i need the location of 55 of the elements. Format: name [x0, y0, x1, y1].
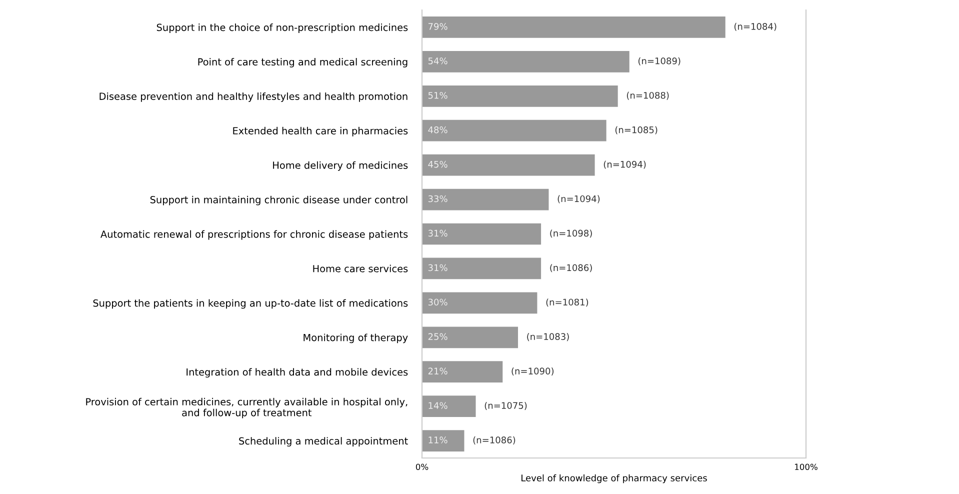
annotation: (n=1086): [550, 264, 592, 272]
data-label: 79%: [428, 23, 448, 30]
annotation: (n=1086): [473, 436, 516, 444]
data-label: 31%: [428, 264, 448, 272]
bar: [422, 120, 606, 142]
y-tick-label: Support in maintaining chronic disease under control: [150, 196, 408, 206]
annotation: (n=1088): [626, 92, 669, 100]
y-tick-label: Integration of health data and mobile devices: [186, 368, 408, 378]
y-tick-label: Home delivery of medicines: [273, 161, 408, 171]
annotation: (n=1098): [550, 230, 592, 238]
data-label: 30%: [428, 298, 448, 306]
data-label: 14%: [428, 402, 448, 409]
data-label: 51%: [428, 92, 448, 99]
bar: [422, 292, 538, 314]
y-tick-label: Point of care testing and medical screening: [198, 58, 408, 68]
bar: [422, 188, 549, 210]
bar: [422, 361, 503, 383]
bar: [422, 430, 464, 452]
bar: [422, 326, 518, 348]
data-label: 21%: [428, 368, 448, 374]
data-label: 31%: [428, 230, 448, 237]
x-tick-label: 100%: [795, 464, 818, 470]
y-tick-label: Extended health care in pharmacies: [233, 126, 408, 136]
annotation: (n=1094): [558, 195, 600, 204]
data-label: 48%: [428, 126, 448, 134]
bar: [422, 258, 542, 280]
bar: [422, 16, 726, 38]
data-label: 45%: [428, 160, 448, 168]
data-label: 25%: [428, 333, 448, 340]
bar: [422, 396, 476, 417]
annotation: (n=1075): [484, 402, 527, 410]
y-tick-label: Monitoring of therapy: [304, 334, 408, 344]
y-tick-label: Automatic renewal of prescriptions for chronic disease patients: [100, 230, 408, 240]
x-axis-title: Level of knowledge of pharmacy services: [522, 474, 707, 484]
y-tick-label: Home care services: [313, 264, 408, 272]
x-tick-label: 0%: [416, 464, 428, 470]
annotation: (n=1094): [604, 160, 646, 169]
y-tick-label: Support the patients in keeping an up-to-date list of medications: [93, 299, 408, 309]
bar: [422, 51, 630, 72]
data-label: 11%: [428, 436, 448, 444]
data-label: 33%: [428, 195, 448, 202]
y-tick-label: Provision of certain medicines, currently available in hospital only, and follow-up of treatment: [86, 398, 408, 418]
annotation: (n=1081): [546, 298, 588, 307]
annotation: (n=1083): [527, 333, 569, 342]
y-tick-label: Disease prevention and healthy lifestyles and health promotion: [100, 92, 408, 102]
annotation: (n=1084): [734, 22, 776, 31]
annotation: (n=1090): [512, 367, 554, 376]
y-tick-label: Scheduling a medical appointment: [239, 437, 408, 446]
annotation: (n=1089): [638, 57, 680, 66]
data-label: 54%: [428, 57, 448, 64]
annotation: (n=1085): [615, 126, 658, 134]
bar: [422, 85, 618, 107]
bar: [422, 223, 542, 245]
y-tick-label: Support in the choice of non-prescription medicines: [156, 24, 408, 33]
bar: [422, 154, 595, 176]
